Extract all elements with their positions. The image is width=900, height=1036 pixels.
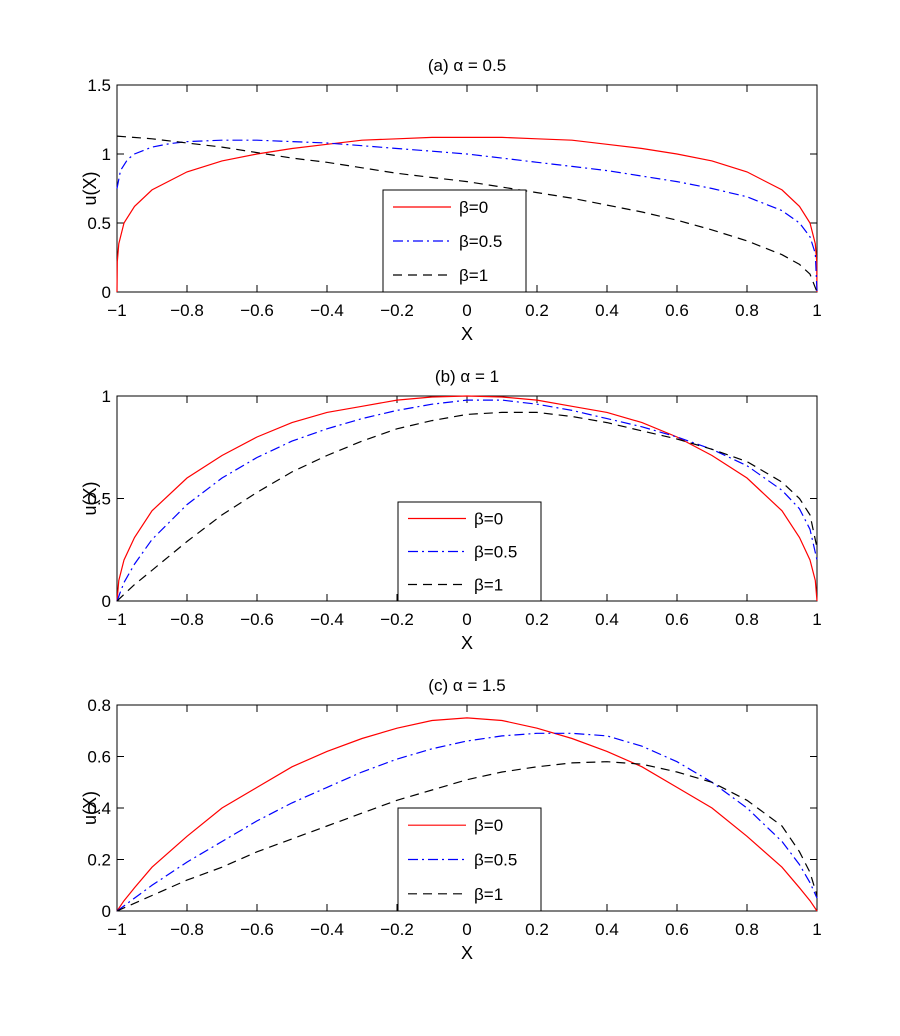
x-tick-label: −0.8: [170, 920, 204, 939]
legend-label-0: β=0: [474, 510, 503, 529]
series-line-2: [116, 135, 818, 293]
chart-title: (c) α = 1.5: [428, 676, 505, 695]
x-tick-label: 0.2: [525, 301, 549, 320]
x-axis-label: X: [461, 324, 473, 344]
x-tick-label: 1: [812, 920, 821, 939]
legend-label-1: β=0.5: [459, 232, 502, 251]
y-tick-label: 0: [102, 592, 111, 611]
series-line-1: [116, 732, 818, 912]
x-tick-label: 0.8: [735, 610, 759, 629]
x-tick-label: −0.4: [310, 920, 344, 939]
x-axis-label: X: [461, 943, 473, 963]
x-tick-label: −0.4: [310, 610, 344, 629]
panel-0: (a) α = 0.5 −1 −0.8 −0.6 −0.4 −0.2 0 0.2 0.4 0.6 0…: [80, 56, 822, 344]
x-tick-label: −0.2: [380, 610, 414, 629]
x-tick-label: 0: [462, 920, 471, 939]
x-tick-label: 0.6: [665, 610, 689, 629]
y-tick-label: 0.8: [87, 696, 111, 715]
series-line-1: [116, 139, 818, 293]
x-tick-label: −0.6: [240, 920, 274, 939]
y-tick-label: 0: [102, 283, 111, 302]
y-tick-label: 0.6: [87, 748, 111, 767]
legend: β=0 β=0.5 β=1: [397, 501, 542, 602]
x-tick-label: 0.8: [735, 301, 759, 320]
legend-label-1: β=0.5: [474, 851, 517, 870]
x-tick-label: −0.6: [240, 610, 274, 629]
x-tick-label: 1: [812, 610, 821, 629]
legend-label-2: β=1: [459, 266, 488, 285]
legend-box: [382, 189, 527, 293]
series-line-0: [116, 395, 818, 602]
series-line-0: [116, 136, 818, 293]
legend-box: [397, 501, 542, 602]
x-tick-label: 0.4: [595, 301, 619, 320]
y-tick-label: 1: [102, 387, 111, 406]
x-tick-label: 0.6: [665, 301, 689, 320]
x-tick-label: −1: [107, 920, 126, 939]
x-tick-label: −0.2: [380, 301, 414, 320]
y-tick-label: 0: [102, 902, 111, 921]
x-tick-label: 0: [462, 610, 471, 629]
panel-1: (b) α = 1 −1 −0.8 −0.6 −0.4 −0.2 0 0.2 0.4 0.6 0.8…: [80, 367, 822, 653]
y-axis-label: u(X): [80, 171, 100, 205]
y-tick-label: 0.4: [87, 799, 111, 818]
x-tick-label: −1: [107, 610, 126, 629]
chart-title: (a) α = 0.5: [428, 56, 506, 75]
x-tick-label: −1: [107, 301, 126, 320]
x-tick-label: 0.2: [525, 610, 549, 629]
x-tick-label: −0.8: [170, 301, 204, 320]
x-tick-label: 0: [462, 301, 471, 320]
legend-label-2: β=1: [474, 576, 503, 595]
y-tick-label: 1.5: [87, 76, 111, 95]
x-tick-label: −0.2: [380, 920, 414, 939]
x-axis-label: X: [461, 633, 473, 653]
x-tick-label: 0.4: [595, 610, 619, 629]
x-tick-label: 0.8: [735, 920, 759, 939]
legend-label-0: β=0: [474, 816, 503, 835]
chart-title: (b) α = 1: [435, 367, 499, 386]
series-line-2: [116, 411, 818, 602]
y-axis-label: u(X): [80, 791, 100, 825]
legend-label-2: β=1: [474, 885, 503, 904]
series-line-2: [116, 761, 818, 912]
legend-label-1: β=0.5: [474, 543, 517, 562]
x-tick-label: −0.4: [310, 301, 344, 320]
y-tick-label: 0.5: [87, 490, 111, 509]
legend-box: [397, 807, 542, 912]
series-line-0: [116, 717, 818, 912]
x-tick-label: 0.4: [595, 920, 619, 939]
y-axis-label: u(X): [80, 481, 100, 515]
y-tick-label: 0.2: [87, 851, 111, 870]
x-tick-label: −0.8: [170, 610, 204, 629]
x-tick-label: 1: [812, 301, 821, 320]
legend: β=0 β=0.5 β=1: [397, 807, 542, 912]
x-tick-label: −0.6: [240, 301, 274, 320]
y-tick-label: 1: [102, 145, 111, 164]
x-tick-label: 0.6: [665, 920, 689, 939]
x-tick-label: 0.2: [525, 920, 549, 939]
legend: β=0 β=0.5 β=1: [382, 189, 527, 293]
y-tick-label: 0.5: [87, 214, 111, 233]
legend-label-0: β=0: [459, 198, 488, 217]
panel-2: (c) α = 1.5 −1 −0.8 −0.6 −0.4 −0.2 0 0.2 0.4 0.6 0…: [80, 676, 822, 963]
series-line-1: [116, 399, 818, 602]
